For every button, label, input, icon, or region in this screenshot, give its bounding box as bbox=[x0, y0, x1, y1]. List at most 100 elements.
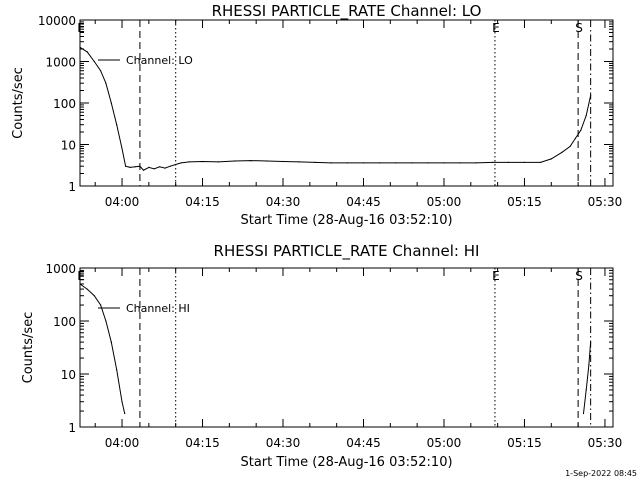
data-point bbox=[443, 162, 445, 164]
x-tick-label: 04:45 bbox=[346, 195, 381, 209]
data-point bbox=[175, 163, 177, 166]
data-point bbox=[148, 166, 150, 168]
data-point bbox=[580, 129, 582, 131]
data-point bbox=[314, 161, 316, 163]
data-point bbox=[362, 162, 365, 164]
y-tick-label: 1000 bbox=[45, 56, 76, 70]
data-point bbox=[523, 161, 526, 163]
data-point bbox=[585, 389, 587, 391]
x-tick-label: 04:00 bbox=[105, 195, 140, 209]
x-axis-label: Start Time (28-Aug-16 03:52:10) bbox=[240, 213, 452, 228]
y-tick-label: 1 bbox=[68, 421, 76, 435]
legend-label: Channel: HI bbox=[126, 302, 190, 315]
panel-hi: RHESSI PARTICLE_RATE Channel: HI 04:00 04:… bbox=[21, 242, 622, 470]
event-marker-label: S bbox=[575, 269, 583, 283]
event-marker-label: S bbox=[575, 21, 583, 35]
data-point bbox=[121, 401, 123, 403]
data-point bbox=[105, 320, 107, 322]
data-point bbox=[346, 162, 348, 164]
y-axis-label: Counts/sec bbox=[21, 312, 36, 384]
data-point bbox=[188, 161, 190, 163]
data-point bbox=[93, 60, 95, 63]
data-point bbox=[588, 364, 590, 366]
data-point bbox=[100, 70, 102, 72]
data-point bbox=[540, 161, 542, 163]
data-point bbox=[86, 288, 88, 290]
data-point bbox=[395, 162, 397, 164]
x-tick-label: 04:00 bbox=[105, 436, 140, 450]
y-tick-label: 100 bbox=[53, 97, 76, 111]
data-point bbox=[266, 160, 268, 162]
data-point bbox=[282, 160, 284, 163]
chart-title: RHESSI PARTICLE_RATE Channel: HI bbox=[214, 242, 480, 261]
data-point bbox=[142, 169, 145, 171]
data-point bbox=[569, 145, 571, 147]
y-tick-label: 1 bbox=[68, 180, 76, 194]
x-tick-label: 04:30 bbox=[266, 195, 301, 209]
series-line bbox=[79, 46, 592, 171]
x-tick-label: 05:30 bbox=[588, 436, 623, 450]
event-marker-label: E bbox=[492, 21, 500, 35]
event-marker-label: E bbox=[77, 269, 85, 283]
data-point bbox=[110, 341, 112, 343]
data-point bbox=[298, 161, 300, 163]
data-point bbox=[250, 160, 252, 162]
series-line bbox=[583, 342, 592, 414]
y-tick-label: 100 bbox=[53, 315, 76, 329]
data-point bbox=[169, 165, 171, 167]
x-tick-label: 05:30 bbox=[588, 195, 623, 209]
data-point bbox=[125, 165, 127, 167]
data-point bbox=[218, 161, 220, 163]
data-point bbox=[116, 124, 118, 126]
data-point bbox=[475, 162, 477, 164]
data-point bbox=[507, 161, 509, 163]
data-point bbox=[79, 46, 81, 48]
x-axis-label: Start Time (28-Aug-16 03:52:10) bbox=[240, 455, 452, 470]
y-tick-label: 10 bbox=[61, 368, 76, 382]
data-point bbox=[100, 304, 102, 306]
y-tick-label: 10 bbox=[61, 139, 76, 153]
data-point bbox=[590, 95, 592, 97]
data-point bbox=[491, 161, 493, 163]
data-point bbox=[585, 114, 587, 117]
data-point bbox=[93, 295, 95, 297]
data-point bbox=[590, 341, 592, 343]
data-point bbox=[86, 51, 88, 53]
data-point bbox=[234, 160, 236, 162]
data-point bbox=[459, 162, 461, 164]
data-point bbox=[164, 167, 166, 169]
y-tick-label: 1000 bbox=[45, 262, 76, 276]
data-point bbox=[427, 162, 429, 164]
data-point bbox=[124, 412, 126, 415]
data-point bbox=[121, 147, 123, 150]
data-point bbox=[139, 165, 141, 167]
data-point bbox=[153, 168, 155, 170]
data-point bbox=[79, 283, 81, 285]
data-point bbox=[110, 102, 112, 104]
data-point bbox=[330, 162, 332, 164]
data-point bbox=[159, 166, 161, 168]
x-tick-label: 05:00 bbox=[427, 436, 462, 450]
x-tick-label: 04:15 bbox=[185, 195, 220, 209]
data-point bbox=[129, 166, 131, 168]
x-tick-label: 05:15 bbox=[507, 195, 542, 209]
legend-label: Channel: LO bbox=[126, 54, 193, 67]
chart-title: RHESSI PARTICLE_RATE Channel: LO bbox=[212, 2, 482, 21]
x-tick-label: 05:00 bbox=[427, 195, 462, 209]
data-point bbox=[550, 158, 552, 160]
data-point bbox=[180, 162, 182, 164]
x-tick-label: 05:15 bbox=[507, 436, 542, 450]
x-tick-label: 04:45 bbox=[346, 436, 381, 450]
data-point bbox=[582, 412, 585, 415]
data-point bbox=[574, 137, 577, 139]
data-point bbox=[201, 160, 204, 163]
data-point bbox=[116, 369, 118, 371]
data-point bbox=[561, 151, 563, 153]
data-point bbox=[411, 162, 413, 164]
event-marker-label: E bbox=[77, 21, 85, 35]
data-point bbox=[379, 162, 381, 164]
data-point bbox=[105, 82, 107, 84]
y-tick-label: 10000 bbox=[38, 14, 76, 28]
y-axis-label: Counts/sec bbox=[11, 67, 26, 139]
